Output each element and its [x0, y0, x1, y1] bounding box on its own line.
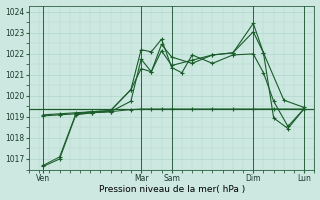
X-axis label: Pression niveau de la mer( hPa ): Pression niveau de la mer( hPa ) — [99, 185, 245, 194]
